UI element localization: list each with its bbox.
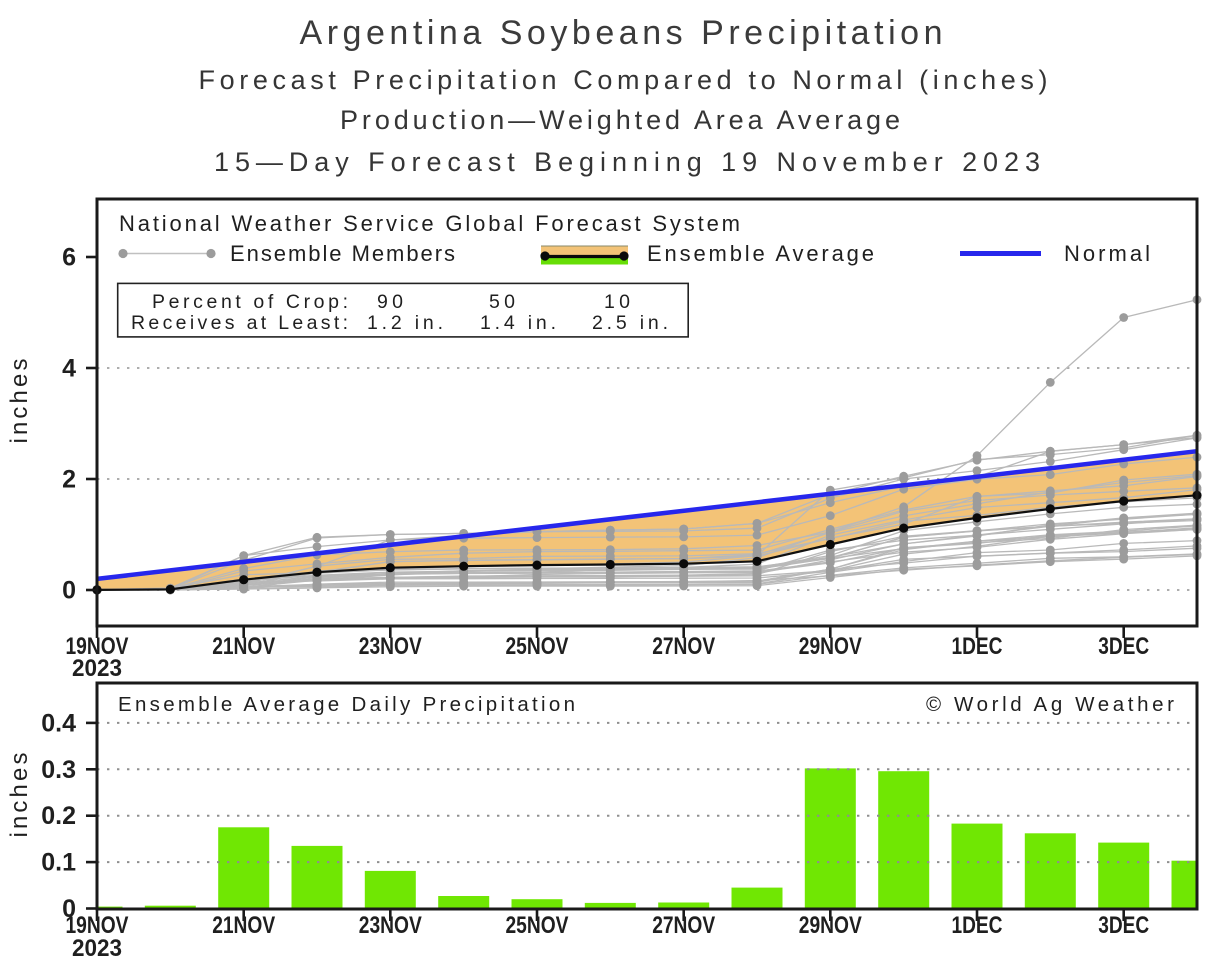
svg-text:inches: inches xyxy=(6,753,33,838)
svg-text:Ensemble Members: Ensemble Members xyxy=(230,241,455,266)
svg-text:3DEC: 3DEC xyxy=(1098,912,1149,939)
svg-text:Ensemble Average: Ensemble Average xyxy=(647,241,874,266)
svg-text:23NOV: 23NOV xyxy=(359,912,422,939)
svg-text:21NOV: 21NOV xyxy=(212,912,275,939)
svg-text:Argentina Soybeans Precipitati: Argentina Soybeans Precipitation xyxy=(300,14,943,52)
svg-text:25NOV: 25NOV xyxy=(506,912,569,939)
svg-text:Receives at Least:: Receives at Least: xyxy=(131,312,348,334)
svg-text:4: 4 xyxy=(62,355,76,383)
svg-text:1DEC: 1DEC xyxy=(952,912,1003,939)
svg-text:6: 6 xyxy=(62,244,76,272)
svg-text:27NOV: 27NOV xyxy=(652,633,715,660)
svg-text:2: 2 xyxy=(62,466,76,494)
svg-text:29NOV: 29NOV xyxy=(799,912,862,939)
svg-text:23NOV: 23NOV xyxy=(359,633,422,660)
svg-text:29NOV: 29NOV xyxy=(799,633,862,660)
svg-text:25NOV: 25NOV xyxy=(506,633,569,660)
svg-text:inches: inches xyxy=(6,359,33,444)
svg-text:1DEC: 1DEC xyxy=(952,633,1003,660)
svg-text:0.1: 0.1 xyxy=(41,849,76,877)
svg-text:21NOV: 21NOV xyxy=(212,633,275,660)
svg-text:2023: 2023 xyxy=(72,935,122,962)
svg-text:3DEC: 3DEC xyxy=(1098,633,1149,660)
svg-text:0: 0 xyxy=(62,577,76,605)
svg-text:© World Ag Weather: © World Ag Weather xyxy=(926,693,1174,716)
svg-text:0.4: 0.4 xyxy=(41,709,76,737)
svg-text:2023: 2023 xyxy=(72,655,122,682)
svg-text:Production—Weighted Area Avera: Production—Weighted Area Average xyxy=(340,105,900,135)
svg-text:27NOV: 27NOV xyxy=(652,912,715,939)
svg-text:0.3: 0.3 xyxy=(41,756,76,784)
svg-text:0.2: 0.2 xyxy=(41,802,76,830)
